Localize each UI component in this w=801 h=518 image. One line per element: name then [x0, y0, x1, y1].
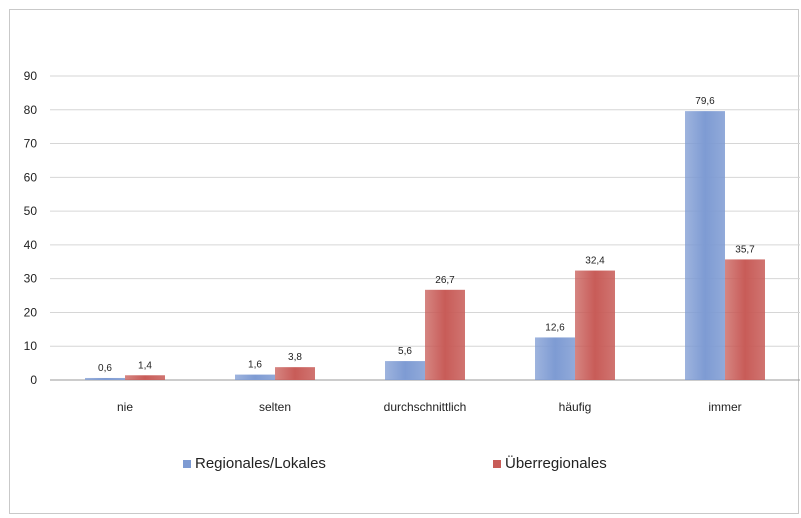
bar	[535, 337, 575, 380]
y-tick-label: 50	[24, 204, 38, 218]
y-tick-label: 90	[24, 69, 38, 83]
data-label: 26,7	[435, 275, 455, 286]
category-label: durchschnittlich	[384, 400, 467, 414]
bar	[575, 270, 615, 380]
category-label: immer	[708, 400, 741, 414]
category-label: selten	[259, 400, 291, 414]
legend-swatch	[183, 459, 191, 468]
data-label: 12,6	[545, 322, 565, 333]
data-label: 35,7	[735, 244, 755, 255]
y-tick-label: 0	[30, 373, 37, 387]
legend-label: Regionales/Lokales	[195, 455, 326, 472]
category-label: häufig	[559, 400, 592, 414]
y-tick-label: 10	[24, 339, 38, 353]
legend: Regionales/Lokales Überregionales	[0, 455, 801, 479]
y-tick-label: 40	[24, 238, 38, 252]
legend-label: Überregionales	[505, 455, 607, 472]
bar	[385, 361, 425, 380]
data-label: 1,6	[248, 360, 262, 371]
bar-chart: 0 10 20 30 40 50 60 70 80 90 0,6 1,4 nie 1,6 3,8 selten…	[24, 69, 800, 414]
bar	[125, 375, 165, 380]
data-label: 79,6	[695, 96, 715, 107]
category-label: nie	[117, 400, 133, 414]
bar	[275, 367, 315, 380]
data-label: 3,8	[288, 352, 302, 363]
bar	[425, 289, 465, 380]
data-label: 0,6	[98, 363, 112, 374]
bar	[685, 111, 725, 380]
y-tick-label: 20	[24, 305, 38, 319]
bar	[235, 374, 275, 380]
chart-frame	[9, 9, 799, 514]
legend-item: Überregionales	[493, 455, 607, 472]
legend-swatch	[493, 459, 501, 468]
y-tick-label: 60	[24, 170, 38, 184]
data-label: 1,4	[138, 360, 152, 371]
bar	[85, 377, 125, 380]
data-label: 5,6	[398, 346, 412, 357]
y-tick-label: 70	[24, 137, 38, 151]
legend-item: Regionales/Lokales	[183, 455, 326, 472]
y-tick-label: 80	[24, 103, 38, 117]
bar	[725, 259, 765, 380]
data-label: 32,4	[585, 256, 605, 267]
y-tick-label: 30	[24, 272, 38, 286]
